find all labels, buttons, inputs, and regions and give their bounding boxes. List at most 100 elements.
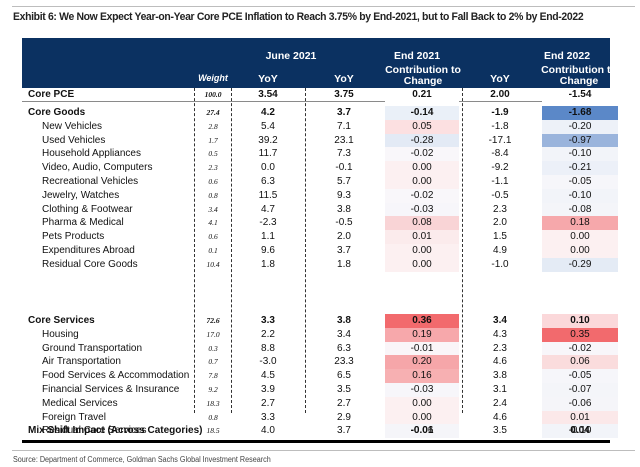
row-end2022-contribution: 0.18 (542, 216, 618, 231)
row-end2022-contribution: -0.08 (542, 202, 618, 217)
row-end2021-yoy: -0.5 (335, 217, 353, 229)
row-weight: 0.6 (208, 177, 218, 186)
row-end2022-yoy: 1.5 (493, 231, 507, 243)
row-end2022-contribution: 0.06 (542, 355, 618, 370)
row-end2021-yoy: -0.1 (335, 162, 353, 174)
row-june2021-yoy: 11.5 (258, 189, 278, 201)
row-end2021-contribution: 0.05 (385, 119, 459, 134)
row-june2021-yoy: 2.2 (261, 328, 275, 340)
row-end2022-yoy: -8.4 (491, 148, 509, 160)
row-june2021-yoy: 4.0 (261, 425, 275, 437)
row-end2021-yoy: 3.7 (337, 245, 351, 256)
row-june2021-yoy: 3.3 (261, 411, 275, 423)
row-end2022-contribution: 0.00 (542, 230, 618, 245)
row-end2022-contribution: 0.10 (542, 314, 618, 328)
row-june2021-yoy: 2.7 (261, 397, 275, 409)
row-end2021-yoy: 3.8 (337, 315, 351, 326)
row-end2022-contribution: -1.54 (542, 88, 618, 102)
row-june2021-yoy: 0.0 (261, 162, 275, 174)
row-end2021-contribution: -0.14 (385, 106, 459, 120)
row-end2021-yoy: 6.5 (337, 370, 351, 382)
row-june2021-yoy: 5.4 (261, 120, 275, 132)
row-weight: 0.1 (208, 246, 218, 255)
row-june2021-yoy: 3.3 (261, 315, 275, 326)
row-end2022-yoy: 4.9 (493, 245, 507, 256)
row-end2021-yoy: 2.7 (337, 397, 351, 409)
row-end2022-yoy: 4.6 (493, 411, 507, 423)
table-row: Clothing & Footwear 3.4 4.7 3.8 -0.03 2.3 -0.0… (22, 202, 622, 217)
row-end2021-contribution: 0.00 (385, 161, 459, 176)
mix-shift-label: Mix Shift Impact (Across Categories) (28, 425, 203, 436)
row-end2022-contribution: -0.10 (542, 424, 618, 439)
row-june2021-yoy: 11.7 (258, 148, 278, 160)
header-june-yoy: YoY (258, 73, 278, 85)
row-label: Food Services & Accommodation (42, 370, 190, 382)
header-end21-contribution: Contribution to Change (378, 65, 468, 87)
header-weight: Weight (198, 73, 228, 83)
row-label: Medical Services (42, 397, 118, 409)
mix-shift-row: Mix Shift Impact (Across Categories) -0.… (22, 424, 622, 438)
row-label: Air Transportation (42, 356, 121, 368)
table-header: June 2021 End 2021 End 2022 Weight YoY Y… (22, 38, 617, 88)
row-weight: 0.5 (208, 149, 218, 159)
row-end2021-contribution: 0.00 (385, 396, 459, 411)
row-label: Pharma & Medical (42, 217, 124, 229)
row-end2022-yoy: -1.1 (491, 176, 509, 187)
row-end2021-yoy: 3.75 (334, 89, 354, 100)
row-end2022-yoy: 4.6 (493, 356, 507, 368)
header-end21-yoy: YoY (334, 73, 354, 85)
table-bottom-rule (22, 440, 610, 443)
header-end-2022: End 2022 (543, 50, 591, 62)
row-label: Residual Core Goods (42, 258, 138, 270)
row-weight: 2.8 (208, 121, 218, 131)
row-june2021-yoy: 9.6 (261, 245, 275, 256)
table-row: Core Goods 27.4 4.2 3.7 -0.14 -1.9 -1.68 (22, 106, 622, 120)
mix-shift-end22: 0.04 (570, 425, 590, 436)
table-row: Used Vehicles 1.7 39.2 23.1 -0.28 -17.1 -0.97 (22, 133, 622, 148)
row-end2021-yoy: 3.8 (337, 203, 351, 215)
row-weight: 10.4 (206, 259, 220, 269)
row-end2021-yoy: 3.7 (337, 107, 351, 118)
row-end2021-yoy: 9.3 (337, 189, 351, 201)
row-end2021-contribution: -0.01 (385, 341, 459, 356)
row-label: Core Goods (28, 107, 86, 118)
row-weight: 2.3 (208, 163, 218, 173)
table-row: Air Transportation 0.7 -3.0 23.3 0.20 4.6 0.06 (22, 355, 622, 370)
table-row: Video, Audio, Computers 2.3 0.0 -0.1 0.00 -9.… (22, 161, 622, 176)
row-end2022-contribution: -0.10 (542, 188, 618, 203)
row-end2021-yoy: 6.3 (337, 342, 351, 354)
row-june2021-yoy: 3.54 (258, 89, 278, 100)
row-end2021-contribution: -0.28 (385, 133, 459, 148)
table-row: Financial Services & Insurance 9.2 3.9 3.5 -… (22, 383, 622, 397)
row-end2022-contribution: 0.35 (542, 327, 618, 342)
row-end2022-contribution: -0.05 (542, 175, 618, 189)
row-june2021-yoy: 39.2 (258, 134, 278, 146)
weight-left-separator (194, 88, 195, 413)
table-row: Jewelry, Watches 0.8 11.5 9.3 -0.02 -0.5 -0.10 (22, 188, 622, 203)
row-weight: 27.4 (206, 108, 220, 117)
row-weight: 9.2 (208, 385, 218, 394)
row-end2021-yoy: 23.1 (334, 134, 354, 146)
row-end2021-yoy: 2.9 (337, 411, 351, 423)
header-contribution-line1: Contribution to (541, 64, 617, 76)
row-label: Housing (42, 328, 79, 340)
row-end2022-contribution: -0.02 (542, 341, 618, 356)
row-label: New Vehicles (42, 120, 103, 132)
row-label: Video, Audio, Computers (42, 162, 153, 174)
row-end2022-contribution: -0.07 (542, 383, 618, 397)
row-weight: 1.7 (208, 135, 218, 145)
row-end2022-yoy: -1.0 (491, 258, 509, 270)
table-row: Residual Core Goods 10.4 1.8 1.8 0.00 -1.0 -0.… (22, 257, 622, 272)
row-weight: 18.5 (206, 426, 220, 436)
row-weight: 72.6 (206, 316, 220, 325)
row-label: Financial Services & Insurance (42, 384, 180, 395)
row-weight: 4.1 (208, 218, 218, 228)
header-end-2021: End 2021 (393, 50, 441, 62)
row-end2021-contribution: -0.06 (385, 424, 459, 439)
row-label: Residual Core Services (42, 425, 147, 437)
row-end2022-yoy: 3.1 (493, 384, 507, 395)
row-end2022-contribution: 0.00 (542, 244, 618, 258)
row-label: Used Vehicles (42, 134, 106, 146)
row-weight: 17.0 (206, 329, 220, 339)
table-row: Expenditures Abroad 0.1 9.6 3.7 0.00 4.9 0.00 (22, 244, 622, 258)
